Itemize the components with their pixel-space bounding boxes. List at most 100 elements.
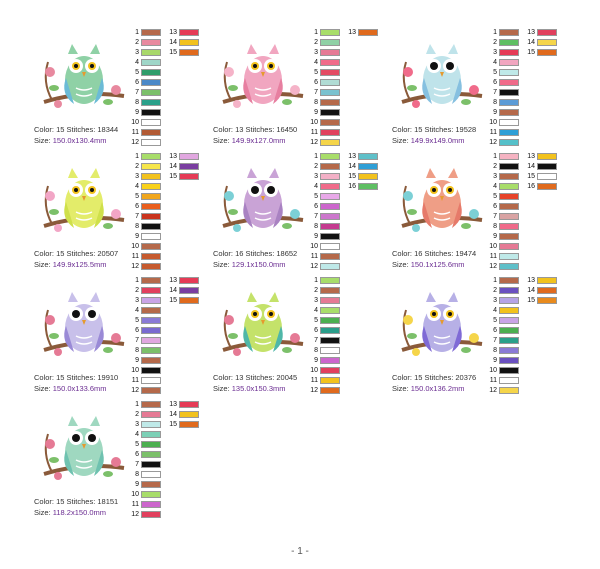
design-card: Color: 13 Stitches: 16450 Size: 149.9x127… — [213, 28, 393, 153]
swatch-number: 4 — [493, 307, 497, 314]
color-swatch — [537, 29, 557, 36]
color-swatch — [499, 153, 519, 160]
color-count: Color: 15 — [392, 373, 425, 382]
swatch-number: 3 — [314, 173, 318, 180]
size-label: Size: — [34, 260, 53, 269]
swatch-number: 14 — [169, 411, 177, 418]
stitch-count: Stitches: 19910 — [66, 373, 119, 382]
swatch-number: 9 — [135, 357, 139, 364]
swatch-number: 7 — [135, 89, 139, 96]
size-value: 149.9x125.5mm — [52, 260, 107, 269]
swatch-number: 10 — [310, 367, 318, 374]
color-swatch — [320, 139, 340, 146]
swatch-number: 15 — [169, 297, 177, 304]
swatch-number: 11 — [131, 253, 139, 260]
swatch-number: 8 — [314, 223, 318, 230]
color-swatch — [141, 203, 161, 210]
color-swatch — [320, 99, 340, 106]
swatch-number: 14 — [169, 287, 177, 294]
swatch-number: 7 — [135, 461, 139, 468]
swatch-number: 13 — [348, 153, 356, 160]
design-card: Color: 15 Stitches: 20376 Size: 150.0x136… — [392, 276, 572, 401]
swatch-number: 4 — [314, 59, 318, 66]
swatch-number: 10 — [131, 491, 139, 498]
color-swatch — [179, 153, 199, 160]
swatch-number: 8 — [135, 99, 139, 106]
color-swatch — [499, 263, 519, 270]
color-swatch — [141, 89, 161, 96]
color-swatch — [320, 223, 340, 230]
swatch-number: 13 — [527, 153, 535, 160]
swatch-number: 5 — [135, 69, 139, 76]
swatch-number: 4 — [493, 59, 497, 66]
swatch-number: 12 — [310, 139, 318, 146]
color-swatch — [141, 431, 161, 438]
color-swatch — [358, 163, 378, 170]
color-swatch — [141, 411, 161, 418]
color-count: Color: 15 — [34, 497, 67, 506]
color-swatch — [179, 297, 199, 304]
size-label: Size: — [34, 508, 53, 517]
color-swatch — [141, 401, 161, 408]
swatch-number: 6 — [314, 327, 318, 334]
color-swatch — [320, 39, 340, 46]
color-count: Color: 16 — [213, 249, 246, 258]
color-swatch — [320, 327, 340, 334]
color-swatch — [320, 193, 340, 200]
swatch-number: 10 — [310, 243, 318, 250]
color-swatch — [499, 377, 519, 384]
stitch-count: Stitches: 19474 — [424, 249, 477, 258]
color-swatch — [141, 49, 161, 56]
color-swatch — [141, 79, 161, 86]
color-swatch — [499, 183, 519, 190]
design-card: Color: 15 Stitches: 18151 Size: 118.2x150… — [34, 400, 214, 525]
color-swatch — [499, 29, 519, 36]
swatch-number: 12 — [131, 139, 139, 146]
swatch-number: 7 — [314, 213, 318, 220]
size-label: Size: — [392, 384, 411, 393]
color-swatch — [141, 183, 161, 190]
swatch-number: 4 — [493, 183, 497, 190]
swatch-number: 13 — [527, 29, 535, 36]
swatch-number: 9 — [493, 109, 497, 116]
swatch-number: 3 — [135, 297, 139, 304]
color-swatch — [499, 193, 519, 200]
owl-embroidery-image — [401, 168, 483, 232]
color-swatch — [358, 29, 378, 36]
design-info: Color: 15 Stitches: 18151 Size: 118.2x150… — [34, 496, 159, 518]
color-swatch — [499, 59, 519, 66]
color-count: Color: 16 — [392, 249, 425, 258]
swatch-number: 12 — [131, 387, 139, 394]
swatch-number: 1 — [135, 153, 139, 160]
swatch-number: 14 — [527, 39, 535, 46]
swatch-number: 15 — [527, 49, 535, 56]
color-swatch — [499, 203, 519, 210]
color-swatch — [320, 307, 340, 314]
color-swatch — [499, 367, 519, 374]
color-swatch — [141, 317, 161, 324]
owl-embroidery-image — [401, 292, 483, 356]
swatch-number: 5 — [314, 317, 318, 324]
color-swatch — [320, 49, 340, 56]
color-swatch — [141, 163, 161, 170]
swatch-number: 11 — [489, 129, 497, 136]
swatch-number: 8 — [135, 347, 139, 354]
swatch-number: 3 — [135, 421, 139, 428]
swatch-number: 5 — [135, 193, 139, 200]
swatch-number: 2 — [135, 163, 139, 170]
design-info: Color: 16 Stitches: 18652 Size: 129.1x150… — [213, 248, 338, 270]
swatch-number: 2 — [314, 287, 318, 294]
swatch-number: 5 — [493, 69, 497, 76]
color-swatch — [499, 327, 519, 334]
color-swatch — [179, 49, 199, 56]
color-swatch — [499, 387, 519, 394]
swatch-number: 1 — [135, 277, 139, 284]
color-swatch — [141, 39, 161, 46]
color-swatch — [499, 89, 519, 96]
color-swatch — [499, 119, 519, 126]
swatch-number: 7 — [314, 89, 318, 96]
color-swatch — [141, 253, 161, 260]
color-swatch — [499, 253, 519, 260]
swatch-number: 8 — [493, 347, 497, 354]
page-number: - 1 - — [291, 546, 309, 557]
